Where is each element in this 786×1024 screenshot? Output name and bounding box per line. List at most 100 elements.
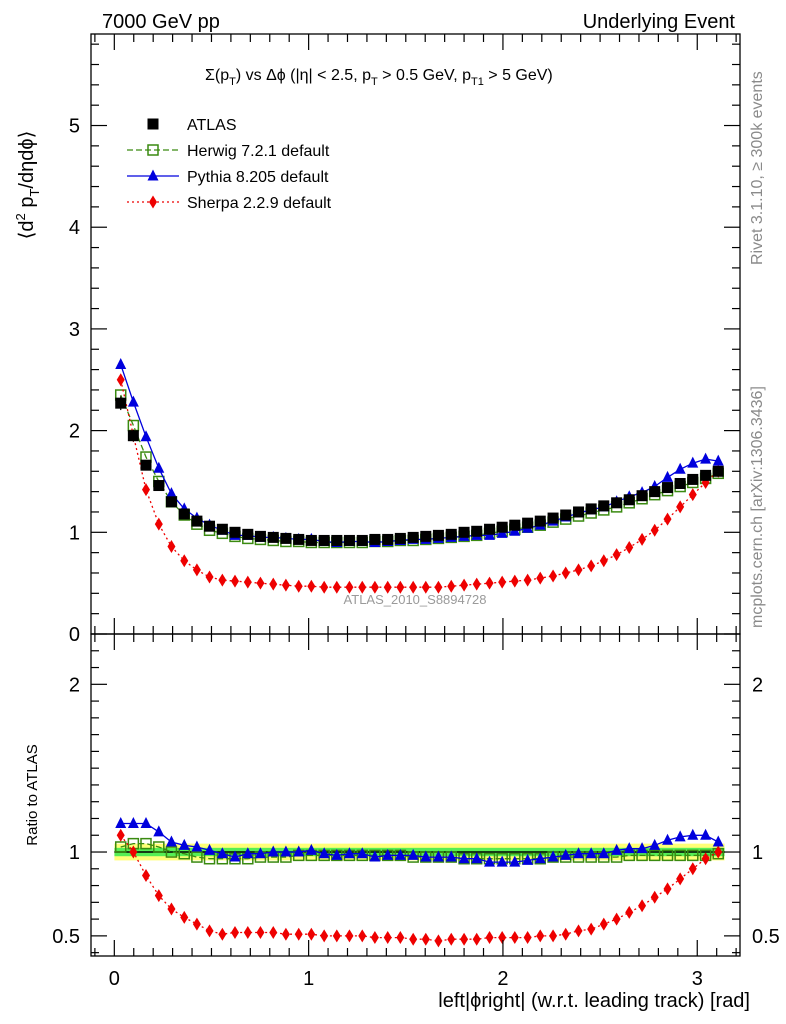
main-y-tick-label: 4 [69, 217, 80, 239]
ratio-point-pythia [573, 847, 585, 859]
legend-marker-pythia [147, 169, 159, 181]
ratio-point-pythia [382, 848, 394, 860]
ratio-y-tick-label-left: 2 [69, 674, 80, 696]
point-atlas [534, 515, 546, 527]
ratio-point-sherpa [561, 927, 570, 941]
point-atlas [623, 494, 635, 506]
ratio-point-sherpa [320, 929, 329, 943]
point-atlas [115, 397, 127, 409]
point-atlas [432, 529, 444, 541]
point-sherpa [510, 574, 519, 588]
point-atlas [204, 520, 216, 532]
point-sherpa [269, 577, 278, 591]
legend-item-atlas: ATLAS [147, 117, 237, 134]
main-y-tick-label: 0 [69, 624, 80, 646]
ratio-point-sherpa [498, 931, 507, 945]
ratio-point-sherpa [676, 872, 685, 886]
ratio-point-pythia [318, 847, 330, 859]
point-sherpa [205, 570, 214, 584]
point-atlas [356, 534, 368, 546]
ratio-point-pythia [191, 840, 203, 852]
point-atlas [649, 486, 661, 498]
ratio-point-pythia [509, 855, 521, 867]
ratio-point-sherpa [396, 931, 405, 945]
main-y-tick-label: 2 [69, 421, 80, 443]
ratio-point-pythia [153, 825, 165, 837]
point-sherpa [281, 578, 290, 592]
ratio-point-pythia [534, 852, 546, 864]
x-axis-label: left|ϕright| (w.r.t. leading track) [rad… [438, 990, 750, 1012]
ratio-point-herwig [191, 851, 203, 863]
ratio-point-pythia [662, 833, 674, 845]
ratio-point-sherpa [205, 924, 214, 938]
series-atlas [115, 396, 724, 546]
ratio-point-sherpa [574, 924, 583, 938]
mcplots-label: mcplots.cern.ch [arXiv:1306.3436] [749, 386, 766, 628]
ratio-point-pythia [229, 850, 241, 862]
ratio-point-sherpa [192, 917, 201, 931]
point-sherpa [638, 532, 647, 546]
ratio-point-herwig [648, 849, 661, 862]
point-pythia [165, 487, 177, 499]
legend-label-atlas: ATLAS [187, 117, 237, 134]
legend-label-herwig: Herwig 7.2.1 default [187, 143, 330, 160]
main-y-tick-label: 3 [69, 319, 80, 341]
ratio-y-axis-label: Ratio to ATLAS [24, 744, 41, 845]
ratio-point-sherpa [180, 910, 189, 924]
legend-label-sherpa: Sherpa 2.2.9 default [187, 195, 332, 212]
ratio-point-pythia [445, 850, 457, 862]
point-sherpa [523, 573, 532, 587]
ratio-point-sherpa [612, 912, 621, 926]
point-atlas [484, 523, 496, 535]
point-atlas [229, 526, 241, 538]
ratio-point-pythia [394, 848, 406, 860]
ratio-point-pythia [687, 828, 699, 840]
ratio-point-herwig [687, 849, 699, 862]
ratio-point-pythia [343, 847, 355, 859]
ratio-point-sherpa [129, 845, 138, 859]
point-atlas [420, 530, 432, 542]
ratio-point-sherpa [460, 932, 469, 946]
point-atlas [293, 533, 305, 545]
point-sherpa [663, 512, 672, 526]
ratio-point-sherpa [409, 932, 418, 946]
point-atlas [611, 497, 623, 509]
ratio-series-sherpa [116, 828, 723, 948]
ratio-point-pythia [140, 817, 152, 829]
axis-ticks: 0 1 2 3 0 1 2 3 4 5 0.5 0.5 1 1 2 2 [52, 34, 780, 990]
point-sherpa [180, 554, 189, 568]
series-sherpa [116, 373, 723, 594]
point-sherpa [141, 483, 150, 497]
legend: ATLAS Herwig 7.2.1 default Pythia 8.205 de… [127, 117, 332, 212]
point-atlas [522, 517, 534, 529]
point-sherpa [688, 488, 697, 502]
ratio-point-sherpa [625, 905, 634, 919]
point-atlas [191, 515, 203, 527]
ratio-point-sherpa [154, 889, 163, 903]
ratio-point-sherpa [599, 917, 608, 931]
ratio-point-sherpa [294, 927, 303, 941]
ratio-point-herwig [661, 849, 674, 862]
point-sherpa [370, 580, 379, 594]
point-pythia [140, 430, 152, 442]
point-atlas [585, 503, 597, 515]
point-sherpa [116, 373, 125, 387]
point-atlas [343, 534, 355, 546]
main-plot-series [114, 358, 724, 594]
point-pythia [712, 454, 724, 466]
point-sherpa [192, 563, 201, 577]
ratio-point-sherpa [523, 931, 532, 945]
ratio-point-pythia [165, 835, 177, 847]
x-tick-label: 1 [303, 968, 314, 990]
point-pythia [153, 461, 165, 473]
ratio-plot-frame [90, 633, 741, 957]
header-right: Underlying Event [583, 11, 736, 33]
series-pythia [115, 358, 724, 547]
point-sherpa [358, 580, 367, 594]
point-atlas [305, 534, 317, 546]
ratio-point-sherpa [472, 932, 481, 946]
point-sherpa [332, 580, 341, 594]
ratio-point-pythia [280, 845, 292, 857]
point-sherpa [307, 579, 316, 593]
header-left: 7000 GeV pp [102, 11, 220, 33]
